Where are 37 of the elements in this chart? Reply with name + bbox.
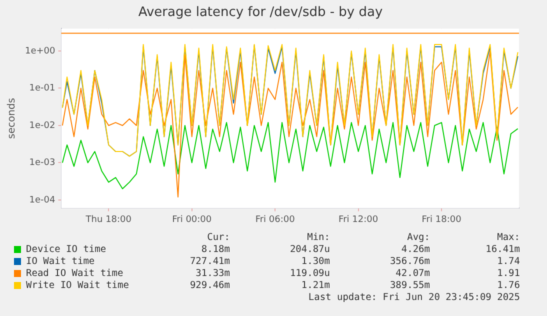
text: Cur: [206,232,230,243]
legend-label: Write IO Wait time [26,280,129,291]
text: 929.46m [188,280,230,291]
text: 8.18m [200,244,230,255]
y-tick-label: 1e-02 [29,120,56,131]
text: 42.07m [394,268,430,279]
text: 1.91 [496,268,520,279]
y-tick-label: 1e-03 [29,158,56,168]
text: 727.41m [188,256,230,267]
x-tick-label: Fri 00:00 [172,214,212,225]
y-tick-label: 1e-04 [29,195,56,206]
text: 1.74 [496,256,520,267]
text: 16.41m [484,244,520,255]
text: 1.30m [300,256,330,267]
legend-label: Device IO time [26,244,106,255]
text: Avg: [406,232,430,243]
y-tick-label: 1e-01 [29,84,56,94]
text: 119.09u [288,268,330,279]
text: Max: [496,232,520,243]
legend-label: IO Wait time [26,256,95,267]
text: 204.87u [288,244,330,255]
text: 1.76 [496,280,520,291]
x-tick-label: Thu 18:00 [84,214,132,225]
text: 31.33m [194,268,230,279]
text: 389.55m [388,280,430,291]
x-tick-label: Fri 18:00 [422,214,462,225]
text: Min: [306,232,330,243]
x-tick-label: Fri 06:00 [255,214,296,225]
text: 356.76m [388,256,430,267]
text: 4.26m [400,244,430,255]
text: 1.21m [300,280,330,291]
x-tick-label: Fri 12:00 [338,214,378,225]
text: Last update: Fri Jun 20 23:45:09 2025 [308,292,520,303]
y-tick-label: 1e+00 [24,46,56,56]
chart-title: Average latency for /dev/sdb - by day [138,5,383,20]
legend-label: Read IO Wait time [26,268,124,279]
y-axis-title: seconds [6,98,18,139]
